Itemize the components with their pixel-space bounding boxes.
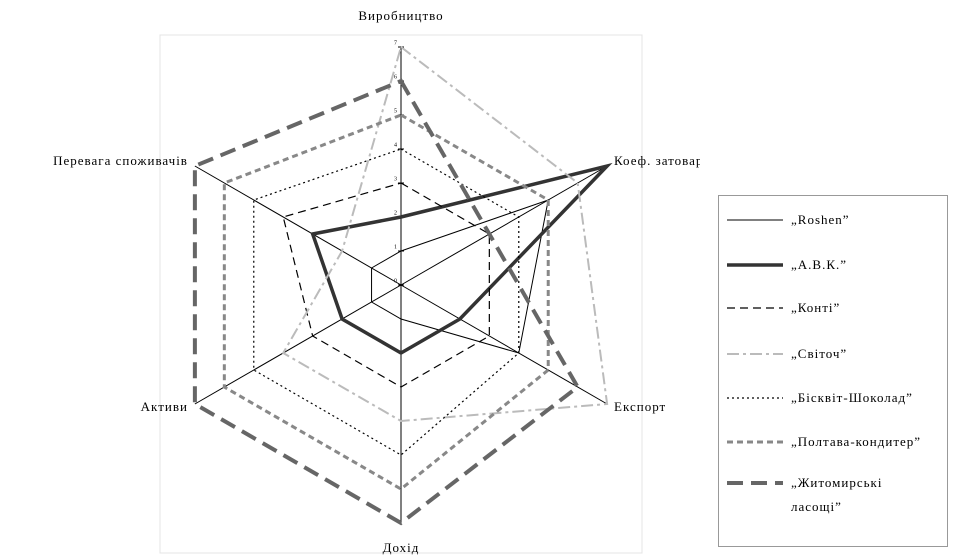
legend-label: „Конті”	[791, 300, 841, 315]
axis-label: Коеф. затовареності	[614, 153, 700, 168]
legend-label: „Полтава-кондитер”	[791, 434, 922, 449]
tick-label: 6	[394, 74, 397, 80]
axis-label: Виробництво	[358, 8, 443, 23]
legend: „Roshen” „А.В.К.” „Конті” „Світоч” „Бісквіт-…	[718, 195, 948, 547]
legend-label: „А.В.К.”	[791, 257, 848, 272]
series-line	[282, 182, 490, 388]
legend-label: „Житомирські ласощі”	[791, 475, 883, 514]
legend-item: „Бісквіт-Шоколад”	[725, 386, 931, 410]
series-line	[371, 199, 549, 354]
legend-item: „Roshen”	[725, 208, 931, 232]
legend-swatch	[727, 481, 783, 485]
legend-item: „Світоч”	[725, 342, 931, 366]
series-line	[310, 162, 613, 356]
tick-label: 5	[394, 108, 397, 114]
series-line	[253, 148, 520, 456]
tick-label: 4	[394, 142, 397, 148]
legend-item: „Конті”	[725, 296, 931, 320]
axis-line	[194, 165, 402, 286]
legend-label: „Бісквіт-Шоколад”	[791, 390, 913, 405]
series-line	[222, 113, 550, 491]
legend-swatch	[727, 353, 783, 355]
legend-swatch	[727, 263, 783, 267]
axis-label: Перевага споживачів	[53, 153, 188, 168]
series-line	[281, 45, 609, 423]
legend-swatch	[727, 440, 783, 444]
chart: Виробництво Коеф. затовареності Експорт Дох…	[53, 8, 700, 555]
legend-item: „Житомирські ласощі”	[725, 471, 931, 519]
legend-label: „Roshen”	[791, 212, 850, 227]
axis-line	[194, 284, 402, 405]
legend-item: „Полтава-кондитер”	[725, 430, 931, 454]
legend-swatch	[727, 307, 783, 309]
axis-line	[400, 284, 608, 405]
tick-label: 7	[394, 40, 397, 46]
tick-label: 3	[394, 176, 397, 182]
tick-label: 2	[394, 210, 397, 216]
legend-item: „А.В.К.”	[725, 253, 931, 277]
legend-swatch	[727, 397, 783, 399]
legend-swatch	[727, 219, 783, 221]
axis-label: Експорт	[614, 399, 666, 414]
tick-label: 1	[394, 244, 397, 250]
axis-label: Активи	[141, 399, 188, 414]
tick-label: 0	[394, 278, 397, 284]
series-line	[192, 78, 581, 526]
axis-line	[400, 165, 608, 286]
axis-label: Дохід	[383, 540, 420, 555]
legend-label: „Світоч”	[791, 346, 848, 361]
plot-frame	[159, 34, 643, 554]
